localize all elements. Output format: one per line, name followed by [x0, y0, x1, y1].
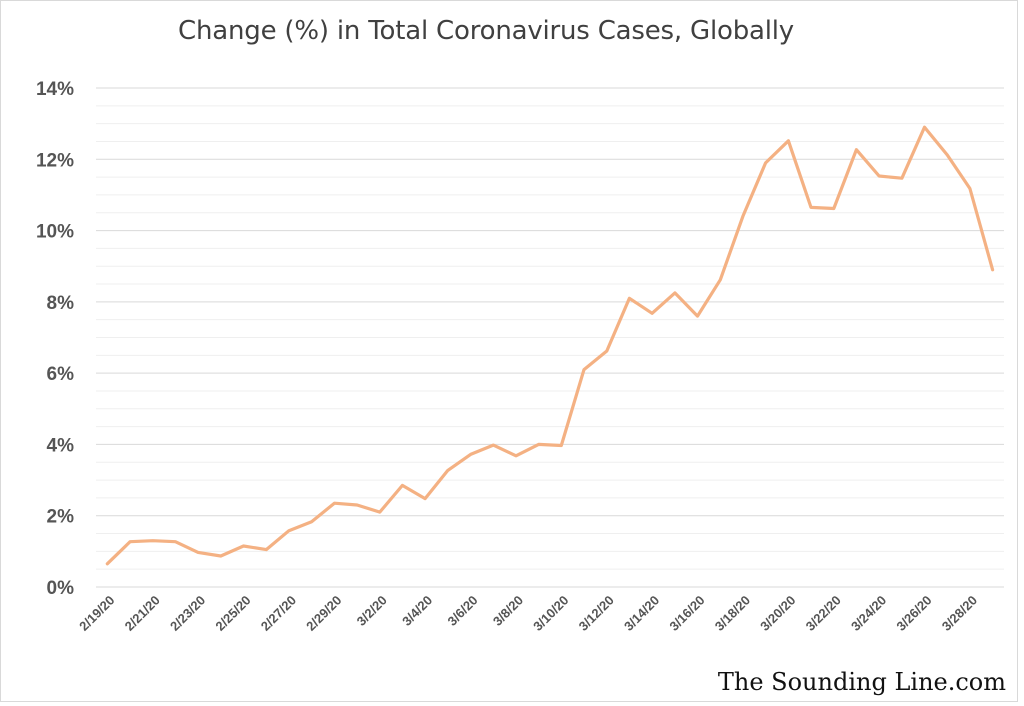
x-tick-label: 3/12/20: [576, 593, 617, 634]
x-tick-label: 3/26/20: [893, 593, 934, 634]
x-tick-label: 2/19/20: [76, 593, 117, 634]
x-tick-label: 3/20/20: [757, 593, 798, 634]
x-tick-label: 3/2/20: [354, 593, 390, 629]
y-tick-label: 4%: [47, 435, 75, 456]
x-tick-label: 3/18/20: [712, 593, 753, 634]
y-tick-label: 12%: [36, 150, 74, 171]
x-tick-label: 2/21/20: [122, 593, 163, 634]
y-tick-label: 14%: [36, 79, 74, 100]
y-tick-label: 0%: [47, 578, 75, 599]
x-tick-label: 2/25/20: [212, 593, 253, 634]
x-tick-label: 3/16/20: [666, 593, 707, 634]
series-line: [105, 125, 995, 566]
chart-title: Change (%) in Total Coronavirus Cases, G…: [178, 16, 794, 46]
gridlines: [96, 87, 1004, 588]
x-tick-label: 3/24/20: [848, 593, 889, 634]
x-tick-label: 2/27/20: [258, 593, 299, 634]
x-tick-label: 3/22/20: [803, 593, 844, 634]
y-axis-tick-labels: 0% 2% 4% 6% 8% 10% 12% 14%: [36, 79, 74, 599]
y-tick-label: 10%: [36, 222, 74, 243]
x-tick-label: 3/6/20: [444, 593, 480, 629]
x-tick-label: 2/23/20: [167, 593, 208, 634]
x-tick-label: 3/14/20: [621, 593, 662, 634]
x-tick-label: 3/8/20: [490, 593, 526, 629]
x-tick-label: 3/28/20: [939, 593, 980, 634]
source-watermark: The Sounding Line.com: [717, 668, 1006, 696]
x-axis-tick-labels: 2/19/20 2/21/20 2/23/20 2/25/20 2/27/20 2/29/…: [76, 593, 980, 634]
x-tick-label: 3/4/20: [399, 593, 435, 629]
x-tick-label: 2/29/20: [303, 593, 344, 634]
series-lines: [105, 125, 995, 566]
y-tick-label: 2%: [47, 507, 75, 528]
y-tick-label: 8%: [47, 293, 75, 314]
y-tick-label: 6%: [47, 364, 75, 385]
x-tick-label: 3/10/20: [530, 593, 571, 634]
